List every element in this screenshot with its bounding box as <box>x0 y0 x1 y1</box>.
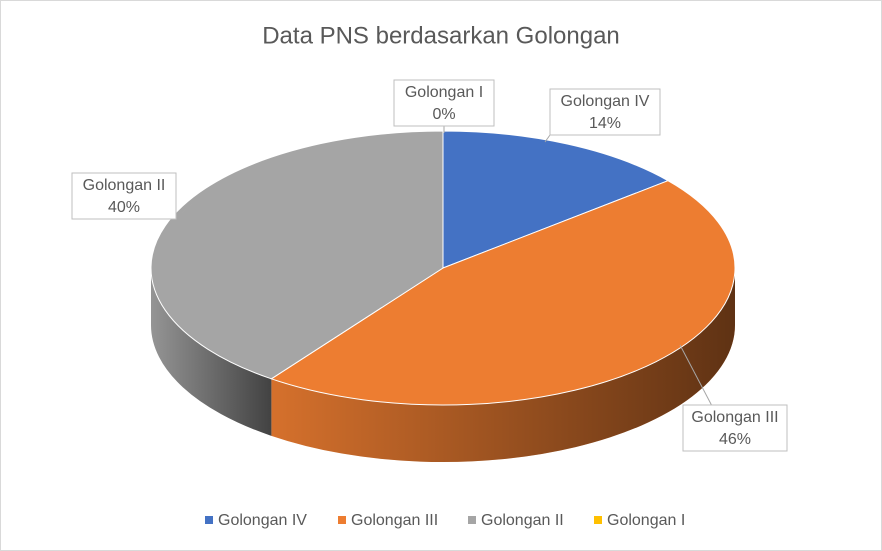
legend-swatch <box>468 516 476 524</box>
legend-label: Golongan I <box>607 512 685 529</box>
legend-label: Golongan III <box>351 512 438 529</box>
label-box <box>393 79 495 127</box>
label-box <box>549 88 661 136</box>
legend-swatch <box>338 516 346 524</box>
chart-title: Data PNS berdasarkan Golongan <box>262 22 620 49</box>
pie-side-shade <box>151 268 272 436</box>
leader-line <box>175 203 193 219</box>
pie-sides <box>151 268 735 462</box>
legend-swatch <box>594 516 602 524</box>
label-category: Golongan IV <box>561 93 650 110</box>
label-value: 46% <box>719 431 751 448</box>
label-box <box>71 172 177 220</box>
legend-swatch <box>205 516 213 524</box>
label-category: Golongan II <box>83 177 166 194</box>
label-box <box>682 404 788 452</box>
label-value: 40% <box>108 199 140 216</box>
label-category: Golongan I <box>405 84 483 101</box>
label-value: 0% <box>432 106 455 123</box>
pie-side-shade <box>271 268 735 462</box>
label-value: 14% <box>589 115 621 132</box>
legend-label: Golongan IV <box>218 512 307 529</box>
pie-slice <box>442 130 670 269</box>
pie-tops <box>150 130 736 406</box>
label-category: Golongan III <box>691 409 778 426</box>
legend: Golongan IV Golongan III Golongan II Golong… <box>205 512 685 529</box>
data-labels: Golongan IV 14% Golongan III 46% Golongan II… <box>71 79 788 452</box>
pie-slice <box>270 180 736 406</box>
leader-line <box>679 344 713 407</box>
leader-line <box>544 134 551 143</box>
legend-label: Golongan II <box>481 512 564 529</box>
pie-slice <box>150 130 444 380</box>
